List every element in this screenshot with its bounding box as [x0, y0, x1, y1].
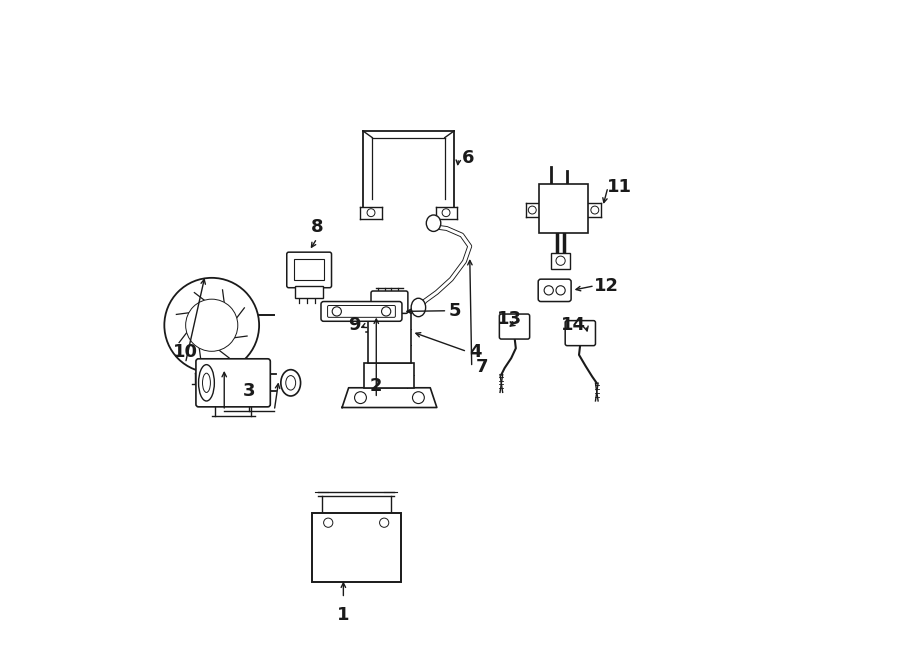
Circle shape [591, 206, 599, 214]
FancyBboxPatch shape [370, 317, 393, 334]
Ellipse shape [199, 365, 214, 401]
Text: 5: 5 [449, 302, 462, 320]
Circle shape [367, 209, 375, 217]
Circle shape [528, 206, 536, 214]
Circle shape [382, 307, 391, 316]
Ellipse shape [281, 369, 301, 396]
FancyBboxPatch shape [328, 305, 395, 317]
FancyBboxPatch shape [364, 363, 415, 388]
Text: 10: 10 [173, 342, 198, 360]
FancyBboxPatch shape [551, 253, 571, 269]
Text: 11: 11 [608, 178, 633, 196]
FancyBboxPatch shape [294, 259, 324, 280]
FancyBboxPatch shape [321, 301, 402, 321]
FancyBboxPatch shape [500, 314, 529, 339]
Ellipse shape [427, 215, 441, 231]
Text: 9: 9 [348, 316, 361, 334]
FancyBboxPatch shape [539, 184, 589, 233]
Text: 13: 13 [497, 309, 522, 328]
Circle shape [332, 307, 341, 316]
Ellipse shape [411, 298, 426, 317]
Circle shape [412, 392, 424, 404]
Text: 12: 12 [594, 277, 619, 295]
Text: 4: 4 [469, 342, 482, 360]
FancyBboxPatch shape [565, 321, 596, 346]
Circle shape [544, 286, 554, 295]
Text: 2: 2 [370, 377, 382, 395]
Ellipse shape [286, 375, 295, 390]
FancyBboxPatch shape [196, 359, 270, 407]
Ellipse shape [202, 373, 211, 393]
Circle shape [165, 278, 259, 373]
Circle shape [185, 299, 238, 351]
Circle shape [200, 313, 223, 337]
Text: 7: 7 [475, 358, 488, 376]
Text: 14: 14 [562, 316, 586, 334]
FancyBboxPatch shape [287, 253, 331, 288]
Text: 8: 8 [310, 217, 323, 235]
Text: 6: 6 [463, 149, 474, 167]
Text: 1: 1 [338, 606, 349, 624]
Circle shape [380, 518, 389, 527]
Circle shape [556, 256, 565, 265]
FancyBboxPatch shape [371, 291, 408, 313]
Circle shape [556, 286, 565, 295]
Circle shape [324, 518, 333, 527]
Text: 3: 3 [243, 382, 256, 400]
Circle shape [442, 209, 450, 217]
FancyBboxPatch shape [538, 279, 572, 301]
Circle shape [355, 392, 366, 404]
FancyBboxPatch shape [311, 513, 400, 582]
FancyBboxPatch shape [368, 311, 410, 363]
FancyBboxPatch shape [295, 286, 323, 297]
